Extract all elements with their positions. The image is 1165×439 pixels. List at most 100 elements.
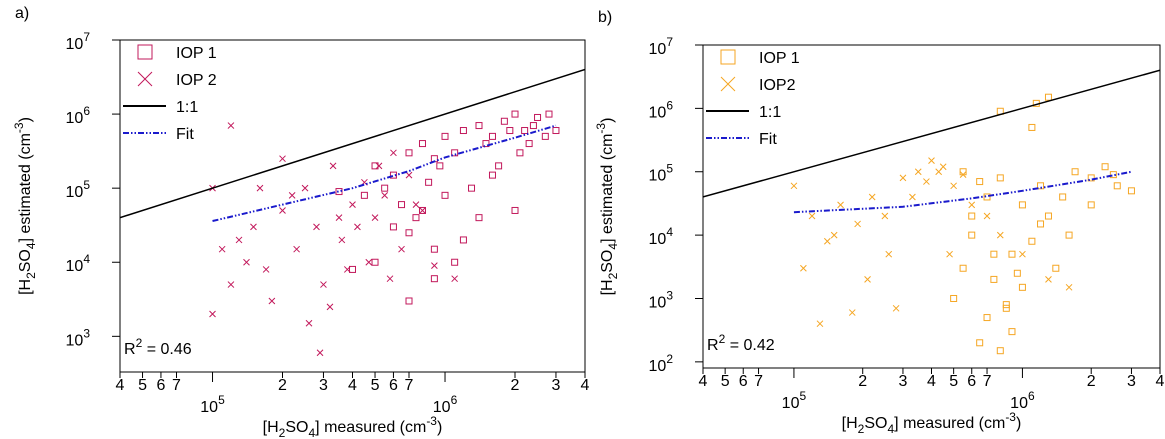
point	[343, 266, 351, 273]
legend-label: IOP 1	[176, 45, 217, 62]
point	[552, 127, 560, 135]
point	[360, 191, 368, 199]
y-tick-label: 106	[66, 104, 91, 127]
x-tick-label: 6	[967, 373, 976, 390]
point	[837, 201, 844, 209]
point	[425, 178, 433, 186]
point	[329, 162, 337, 170]
x-tick-label: 6	[739, 373, 748, 390]
tick-label-text: 10	[649, 231, 667, 248]
point	[1045, 276, 1052, 283]
point	[529, 122, 537, 130]
point	[830, 231, 838, 239]
point	[262, 266, 270, 273]
point	[1018, 201, 1026, 209]
tick-label-exponent: 4	[666, 225, 673, 239]
point	[511, 206, 519, 214]
point	[313, 223, 320, 231]
tick-label-text: 5	[138, 377, 147, 394]
x-tick-label: 2	[858, 373, 867, 390]
label-part: 2	[279, 426, 286, 439]
x-axis-label: [H2SO4] measured (cm-3)	[263, 414, 443, 439]
point	[398, 201, 406, 209]
point	[482, 140, 490, 148]
label-part: [H	[17, 279, 34, 295]
point	[923, 178, 930, 185]
x-tick-label: 7	[172, 377, 181, 394]
point	[541, 132, 549, 140]
tick-label-exponent: 5	[799, 389, 806, 403]
tick-label-text: 2	[1087, 373, 1096, 390]
point	[1065, 231, 1073, 239]
point	[885, 250, 893, 258]
point	[968, 201, 976, 209]
y-tick-label: 103	[66, 326, 91, 349]
x-tick-label: 3	[898, 373, 907, 390]
point	[914, 168, 922, 176]
x-tick-label: 105	[200, 393, 225, 416]
label-part: -3	[426, 414, 437, 428]
point	[227, 281, 235, 288]
point	[521, 127, 529, 135]
point	[790, 182, 798, 190]
point	[928, 157, 935, 164]
point	[996, 347, 1004, 355]
point	[1008, 328, 1016, 336]
point	[1019, 250, 1026, 258]
point	[430, 275, 438, 283]
point	[235, 236, 243, 244]
point	[881, 212, 889, 220]
point	[983, 193, 991, 201]
annotation: R2 = 0.46	[124, 336, 192, 358]
point	[1087, 201, 1095, 209]
legend-label: 1:1	[759, 104, 781, 121]
x-tick-label: 106	[1010, 389, 1035, 412]
tick-label-exponent: 2	[666, 352, 673, 366]
legend-label: IOP 2	[176, 72, 217, 89]
x-tick-label: 2	[511, 377, 520, 394]
label-part: 2	[858, 422, 865, 436]
tick-label-text: 10	[200, 399, 218, 416]
legend-marker	[720, 76, 736, 92]
tick-label-text: 4	[348, 377, 357, 394]
legend-label: IOP2	[759, 77, 796, 94]
label-part: 4	[887, 422, 894, 436]
tick-label-exponent: 4	[83, 252, 90, 266]
point	[823, 237, 831, 245]
point	[320, 281, 327, 288]
point	[268, 297, 276, 305]
legend-label: Fit	[176, 126, 194, 143]
point	[854, 220, 861, 228]
legend-label: 1:1	[176, 99, 198, 116]
plot-frame	[119, 39, 586, 373]
point	[983, 314, 991, 322]
label-part: = 0.42	[725, 337, 774, 354]
tick-label-text: 10	[649, 358, 667, 375]
point	[256, 184, 264, 192]
tick-label-text: 10	[66, 258, 84, 275]
point	[412, 214, 420, 222]
point	[418, 140, 426, 148]
label-part: 4	[24, 242, 38, 249]
point	[800, 264, 807, 272]
tick-label-text: 10	[649, 104, 667, 121]
tick-label-text: 7	[754, 373, 763, 390]
series-line	[793, 170, 1132, 214]
tick-label-text: 7	[983, 373, 992, 390]
point	[976, 178, 984, 186]
y-axis-label: [H2SO4] estimated (cm-3)	[594, 118, 620, 296]
point	[500, 117, 508, 125]
y-tick-label: 105	[66, 178, 91, 201]
label-part: [H	[599, 279, 616, 295]
tick-label-exponent: 6	[666, 98, 673, 112]
point	[419, 207, 426, 214]
point	[441, 191, 449, 199]
legend-marker	[137, 71, 153, 87]
point	[316, 349, 324, 357]
point	[848, 309, 856, 316]
tick-label-text: 4	[116, 377, 125, 394]
panel-label: b)	[598, 9, 612, 26]
tick-label-text: 7	[405, 377, 414, 394]
point	[365, 258, 373, 266]
